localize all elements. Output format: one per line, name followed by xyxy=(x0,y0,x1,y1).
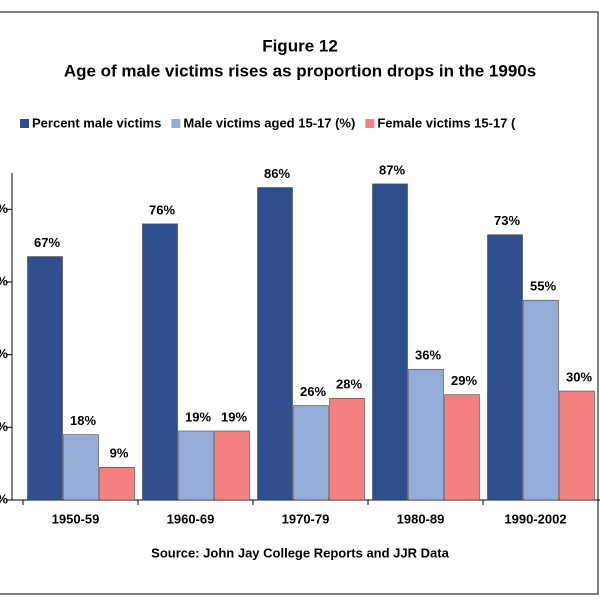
value-label: 29% xyxy=(451,373,477,388)
y-tick-label: 60% xyxy=(0,273,8,288)
bar xyxy=(257,187,293,501)
x-tick-label: 1950-59 xyxy=(52,511,100,526)
bar xyxy=(372,183,408,501)
legend-swatch xyxy=(20,119,29,128)
legend-label: Female victims 15-17 ( xyxy=(377,115,516,130)
x-tick-label: 1990-2002 xyxy=(504,511,566,526)
source-note: Source: John Jay College Reports and JJR… xyxy=(151,545,449,560)
x-tick-label: 1960-69 xyxy=(167,511,215,526)
value-label: 30% xyxy=(566,369,592,384)
y-tick-label: 20% xyxy=(0,419,8,434)
bar xyxy=(523,299,559,501)
value-label: 67% xyxy=(34,235,60,250)
value-label: 26% xyxy=(300,384,326,399)
bar xyxy=(214,430,250,501)
bar xyxy=(63,434,99,501)
value-label: 55% xyxy=(530,279,556,294)
legend-swatch xyxy=(171,119,181,128)
legend-label: Male victims aged 15-17 (%) xyxy=(183,115,355,130)
bar xyxy=(178,430,214,501)
x-tick-label: 1980-89 xyxy=(397,511,445,526)
bar xyxy=(408,368,444,501)
value-label: 76% xyxy=(149,202,175,217)
value-label: 9% xyxy=(110,446,129,461)
value-label: 19% xyxy=(221,409,247,424)
bar xyxy=(142,223,178,501)
bar xyxy=(99,467,135,501)
bar xyxy=(444,394,480,501)
value-label: 18% xyxy=(70,413,96,428)
x-tick-label: 1970-79 xyxy=(282,511,330,526)
value-label: 73% xyxy=(494,213,520,228)
frame xyxy=(0,11,599,595)
value-label: 87% xyxy=(379,162,405,177)
bar xyxy=(487,234,523,501)
y-tick-label: 40% xyxy=(0,346,8,361)
bar xyxy=(329,398,365,501)
bar xyxy=(27,256,63,501)
bar xyxy=(559,390,595,501)
y-tick-label: 0% xyxy=(0,491,8,506)
chart-title: Figure 12 xyxy=(262,36,338,55)
chart-subtitle: Age of male victims rises as proportion … xyxy=(64,61,536,80)
value-label: 28% xyxy=(336,377,362,392)
value-label: 36% xyxy=(415,348,441,363)
value-label: 19% xyxy=(185,409,211,424)
bar xyxy=(293,405,329,501)
legend-swatch xyxy=(365,119,375,128)
legend-label: Percent male victims xyxy=(32,115,161,130)
value-label: 86% xyxy=(264,166,290,181)
y-tick-label: 80% xyxy=(0,201,8,216)
